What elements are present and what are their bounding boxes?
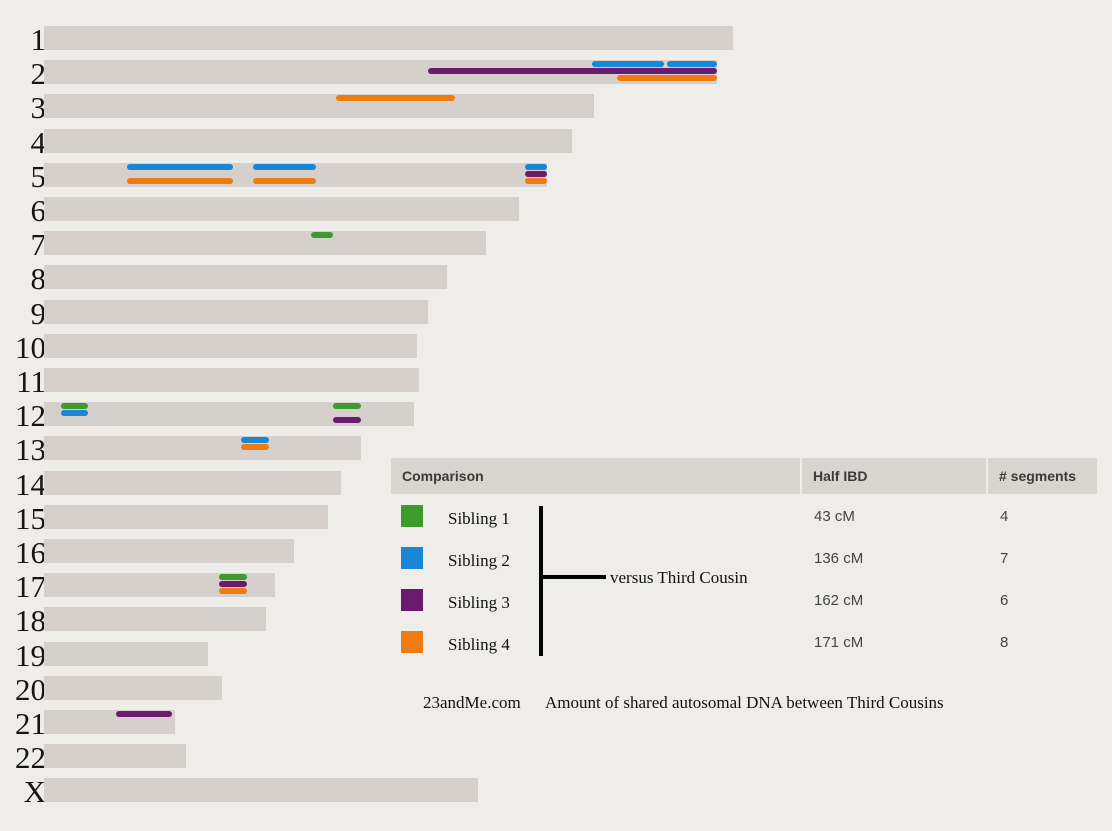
chromosome-label-2: 2 bbox=[30, 56, 47, 92]
caption-source: 23andMe.com bbox=[423, 693, 521, 712]
chromosome-label-5: 5 bbox=[30, 158, 47, 194]
row-segments: 7 bbox=[1000, 550, 1009, 567]
row-segments: 4 bbox=[1000, 508, 1009, 525]
chromosome-bar-x bbox=[44, 778, 478, 803]
chromosome-bar-11 bbox=[44, 368, 420, 392]
segment-sibling-1-chr7 bbox=[310, 232, 334, 239]
row-segments: 8 bbox=[1000, 634, 1009, 651]
chromosome-label-8: 8 bbox=[30, 261, 47, 297]
chromosome-label-18: 18 bbox=[15, 603, 46, 639]
segment-sibling-3-chr12 bbox=[333, 417, 361, 424]
header-comparison: Comparison bbox=[391, 458, 800, 494]
segment-sibling-2-chr12 bbox=[60, 410, 89, 417]
chromosome-label-15: 15 bbox=[15, 500, 46, 536]
segment-sibling-2-chr2 bbox=[591, 61, 664, 68]
segment-sibling-2-chr13 bbox=[241, 437, 270, 444]
segment-sibling-4-chr17 bbox=[219, 588, 247, 595]
segment-sibling-1-chr17 bbox=[219, 574, 247, 581]
chromosome-label-6: 6 bbox=[30, 193, 47, 228]
chromosome-label-22: 22 bbox=[15, 740, 46, 776]
segment-sibling-3-chr17 bbox=[219, 581, 247, 588]
chromosome-label-16: 16 bbox=[15, 535, 46, 570]
header-half-ibd: Half IBD bbox=[802, 458, 986, 494]
chromosome-label-14: 14 bbox=[15, 466, 46, 502]
chromosome-label-13: 13 bbox=[15, 432, 46, 468]
chromosome-bar-16 bbox=[44, 539, 295, 563]
row-half-ibd: 136 cM bbox=[814, 550, 864, 567]
chromosome-label-1: 1 bbox=[30, 22, 47, 57]
legend-swatch-sibling-2 bbox=[401, 547, 423, 569]
segment-sibling-2-chr5 bbox=[252, 163, 317, 170]
row-name: Sibling 1 bbox=[448, 509, 510, 528]
chromosome-bar-13 bbox=[44, 436, 361, 461]
chromosome-bar-18 bbox=[44, 607, 267, 632]
chromosome-label-x: X bbox=[23, 774, 46, 810]
segment-sibling-2-chr2 bbox=[666, 61, 717, 68]
chromosome-label-7: 7 bbox=[30, 227, 47, 263]
chromosome-bar-15 bbox=[44, 504, 328, 529]
chromosome-label-11: 11 bbox=[16, 364, 46, 399]
row-name: Sibling 3 bbox=[448, 593, 510, 612]
legend-swatch-sibling-1 bbox=[401, 505, 423, 527]
comparison-table: Comparison Half IBD # segments Sibling 1… bbox=[391, 458, 1097, 658]
row-half-ibd: 171 cM bbox=[814, 634, 864, 651]
chromosome-bar-3 bbox=[44, 94, 595, 119]
row-half-ibd: 162 cM bbox=[814, 592, 864, 609]
segment-sibling-3-chr21 bbox=[116, 711, 172, 717]
chromosome-bar-9 bbox=[44, 299, 428, 324]
segment-sibling-2-chr5 bbox=[524, 163, 548, 170]
chromosome-label-4: 4 bbox=[30, 124, 47, 160]
segment-sibling-4-chr5 bbox=[252, 177, 317, 184]
header-segments: # segments bbox=[988, 458, 1097, 494]
chromosome-bar-7 bbox=[44, 231, 487, 256]
bracket bbox=[539, 506, 606, 656]
chromosome-label-10: 10 bbox=[15, 329, 46, 365]
chromosome-bar-6 bbox=[44, 197, 520, 221]
chromosome-bar-1 bbox=[44, 26, 734, 50]
segment-sibling-4-chr13 bbox=[241, 444, 270, 451]
row-segments: 6 bbox=[1000, 592, 1009, 609]
chromosome-bar-20 bbox=[44, 675, 222, 700]
legend-swatch-sibling-3 bbox=[401, 589, 423, 611]
versus-third-cousin-label: versus Third Cousin bbox=[610, 568, 748, 587]
chromosome-label-19: 19 bbox=[15, 637, 46, 673]
chromosome-bar-4 bbox=[44, 128, 573, 153]
chromosome-bar-22 bbox=[44, 744, 186, 769]
segment-sibling-3-chr2 bbox=[427, 68, 717, 75]
segment-sibling-4-chr5 bbox=[524, 177, 548, 184]
segment-sibling-1-chr12 bbox=[60, 403, 89, 410]
chromosome-label-12: 12 bbox=[15, 398, 46, 434]
segment-sibling-1-chr12 bbox=[333, 403, 361, 410]
chromosome-bar-10 bbox=[44, 333, 417, 358]
row-half-ibd: 43 cM bbox=[814, 508, 855, 525]
chromosome-label-17: 17 bbox=[15, 569, 46, 605]
chromosome-bar-19 bbox=[44, 641, 209, 666]
chromosome-bar-8 bbox=[44, 265, 448, 290]
row-name: Sibling 2 bbox=[448, 551, 510, 570]
segment-sibling-2-chr5 bbox=[127, 163, 234, 170]
caption-title: Amount of shared autosomal DNA between T… bbox=[545, 693, 944, 712]
chromosome-label-20: 20 bbox=[15, 671, 46, 707]
segment-sibling-3-chr5 bbox=[524, 170, 548, 177]
legend-swatch-sibling-4 bbox=[401, 631, 423, 653]
segment-sibling-4-chr5 bbox=[127, 177, 234, 184]
chromosome-label-3: 3 bbox=[30, 90, 47, 126]
row-name: Sibling 4 bbox=[448, 635, 510, 654]
segment-sibling-4-chr3 bbox=[335, 95, 456, 102]
chromosome-label-21: 21 bbox=[15, 706, 46, 741]
segment-sibling-4-chr2 bbox=[616, 75, 717, 82]
chromosome-label-9: 9 bbox=[30, 295, 47, 331]
chromosome-bar-14 bbox=[44, 470, 342, 495]
